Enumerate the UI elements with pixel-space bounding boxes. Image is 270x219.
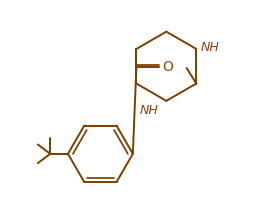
Text: NH: NH (139, 104, 158, 117)
Text: NH: NH (201, 41, 220, 54)
Text: O: O (162, 60, 173, 74)
